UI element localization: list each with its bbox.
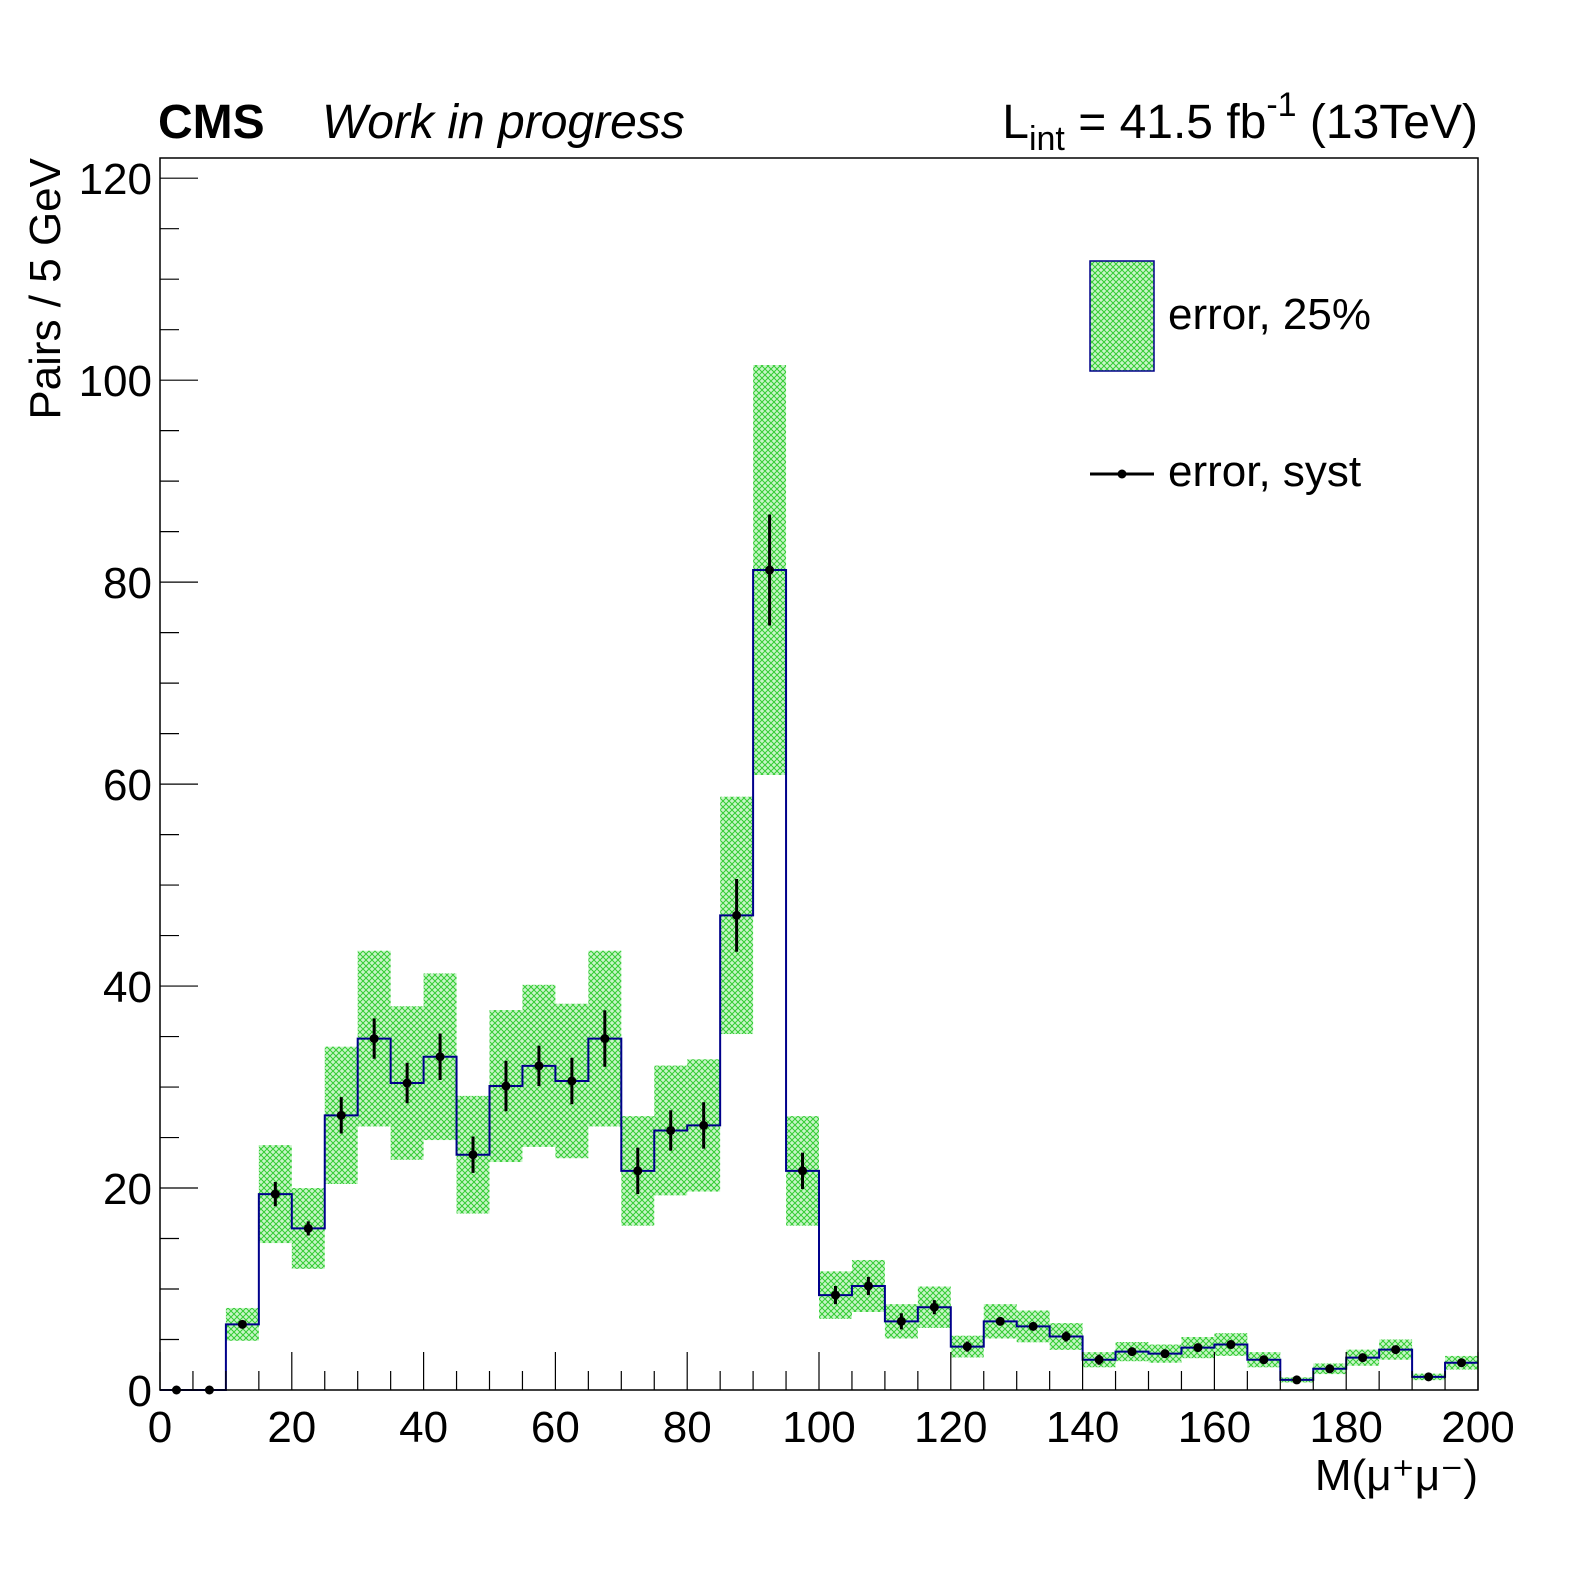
x-tick-label: 0 [148, 1403, 172, 1452]
data-point [1127, 1347, 1137, 1357]
data-point [699, 1120, 709, 1130]
data-point [567, 1076, 577, 1086]
data-point [732, 910, 742, 920]
data-point [303, 1223, 313, 1233]
data-point [1160, 1349, 1170, 1359]
x-axis-title: M(μ⁺μ⁻) [1315, 1451, 1478, 1500]
y-tick-label: 120 [79, 155, 152, 204]
y-tick-label: 80 [103, 559, 152, 608]
lumi-superscript: -1 [1266, 86, 1296, 124]
data-point [995, 1316, 1005, 1326]
data-point [402, 1078, 412, 1088]
x-tick-label: 60 [531, 1403, 580, 1452]
data-point [1028, 1321, 1038, 1331]
data-point [336, 1110, 346, 1120]
data-point [666, 1125, 676, 1135]
data-point [1094, 1355, 1104, 1365]
lumi-energy: (13TeV) [1297, 96, 1478, 149]
data-point [270, 1189, 280, 1199]
x-tick-label: 100 [782, 1403, 855, 1452]
data-point [1193, 1343, 1203, 1353]
luminosity-label: Lint = 41.5 fb-1 (13TeV) [1002, 86, 1478, 158]
y-tick-label: 40 [103, 963, 152, 1012]
histogram-line-layer [160, 569, 1478, 1391]
data-point [1259, 1355, 1269, 1365]
y-tick-label: 100 [79, 357, 152, 406]
data-point [501, 1081, 511, 1091]
data-point [237, 1319, 247, 1329]
y-axis: 0 20 40 60 80 100 120 [79, 155, 198, 1416]
data-point [863, 1281, 873, 1291]
data-point [633, 1166, 643, 1176]
y-tick-label: 20 [103, 1165, 152, 1214]
data-point [1457, 1358, 1467, 1368]
data-point [369, 1034, 379, 1044]
data-point [896, 1316, 906, 1326]
data-point [534, 1061, 544, 1071]
y-tick-label: 60 [103, 761, 152, 810]
experiment-label: CMS [158, 96, 265, 149]
legend-points-label: error, syst [1168, 447, 1361, 496]
y-tick-label: 0 [128, 1367, 152, 1416]
data-point [798, 1166, 808, 1176]
data-point [1061, 1331, 1071, 1341]
data-point [830, 1290, 840, 1300]
data-point [929, 1302, 939, 1312]
error-band-layer [225, 365, 1478, 1383]
x-tick-label: 180 [1309, 1403, 1382, 1452]
x-tick-label: 160 [1178, 1403, 1251, 1452]
x-tick-label: 140 [1046, 1403, 1119, 1452]
x-tick-label: 120 [914, 1403, 987, 1452]
data-point [600, 1034, 610, 1044]
data-point [468, 1150, 478, 1160]
data-points-layer [171, 514, 1467, 1395]
data-point [1358, 1353, 1368, 1363]
lumi-prefix: L [1002, 96, 1029, 149]
legend-band-label: error, 25% [1168, 290, 1371, 339]
status-label: Work in progress [322, 96, 685, 149]
lumi-value: = 41.5 fb [1065, 96, 1267, 149]
data-point [765, 565, 775, 575]
legend: error, 25% error, syst [1089, 260, 1371, 496]
x-tick-label: 200 [1441, 1403, 1514, 1452]
y-axis-title: Pairs / 5 GeV [21, 157, 70, 419]
data-point [1226, 1340, 1236, 1350]
x-axis: 0 20 40 60 80 100 120 140 160 180 200 [148, 1352, 1515, 1452]
legend-band-swatch [1089, 260, 1155, 372]
lumi-subscript: int [1029, 120, 1065, 158]
data-point [1391, 1345, 1401, 1355]
data-point [1325, 1364, 1335, 1374]
histogram-line [160, 569, 1478, 1391]
data-point [962, 1342, 972, 1352]
x-tick-label: 20 [267, 1403, 316, 1452]
data-point [435, 1052, 445, 1062]
legend-points-marker [1117, 469, 1127, 479]
x-tick-label: 80 [663, 1403, 712, 1452]
data-point [1424, 1372, 1434, 1382]
x-tick-label: 40 [399, 1403, 448, 1452]
data-point [1292, 1375, 1302, 1385]
